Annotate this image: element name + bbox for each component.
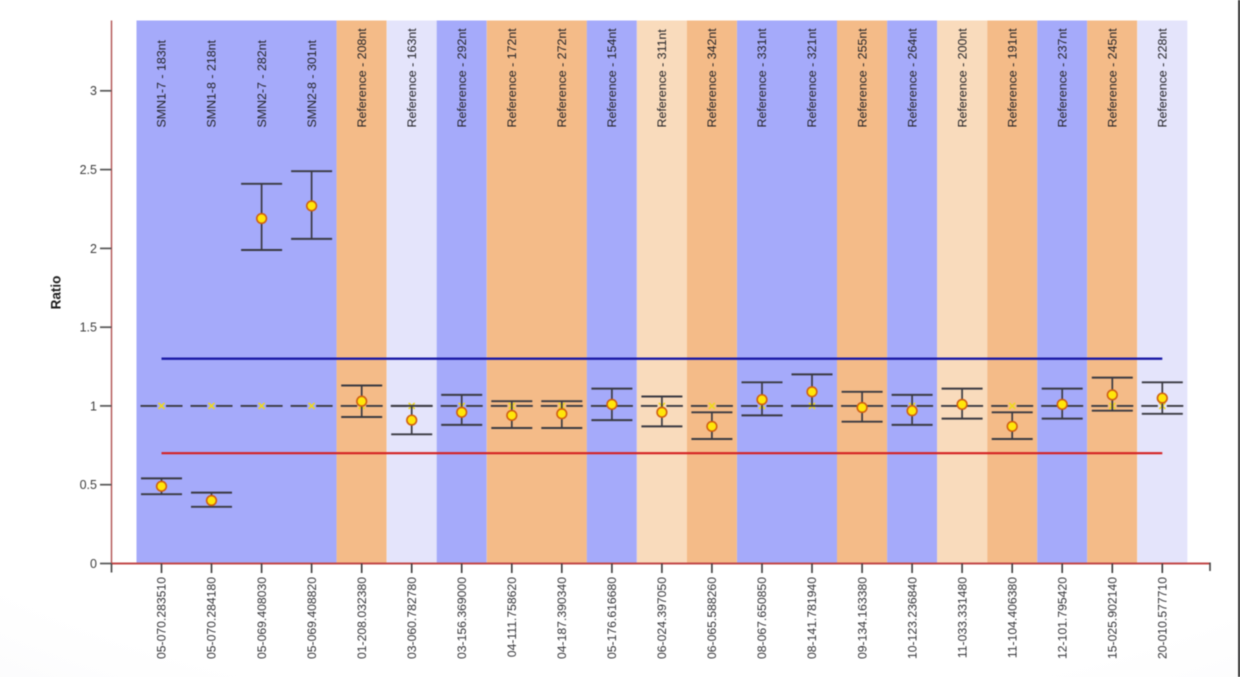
svg-text:1.5: 1.5	[80, 321, 97, 335]
svg-text:Ratio: Ratio	[49, 276, 64, 310]
svg-text:SMN1-8 - 218nt: SMN1-8 - 218nt	[205, 39, 219, 127]
svg-text:05-176.616680: 05-176.616680	[605, 577, 619, 659]
svg-text:05-070.284180: 05-070.284180	[205, 577, 219, 659]
svg-text:15-025.902140: 15-025.902140	[1106, 577, 1120, 659]
svg-text:0: 0	[90, 557, 97, 571]
svg-text:08-067.650850: 08-067.650850	[755, 577, 769, 659]
svg-text:03-156.369000: 03-156.369000	[455, 577, 469, 659]
svg-text:04-187.390340: 04-187.390340	[555, 577, 569, 659]
svg-text:2.5: 2.5	[80, 163, 97, 177]
svg-text:09-134.163380: 09-134.163380	[855, 577, 869, 659]
svg-text:01-208.032380: 01-208.032380	[355, 577, 369, 659]
svg-text:12-101.795420: 12-101.795420	[1055, 577, 1069, 659]
svg-text:03-060.782780: 03-060.782780	[405, 577, 419, 659]
svg-text:05-069.408030: 05-069.408030	[255, 577, 269, 659]
svg-text:SMN2-7 - 282nt: SMN2-7 - 282nt	[255, 39, 269, 127]
svg-text:Reference - 154nt: Reference - 154nt	[605, 28, 619, 128]
svg-text:Reference - 228nt: Reference - 228nt	[1156, 28, 1170, 128]
svg-text:06-024.397050: 06-024.397050	[655, 577, 669, 659]
svg-text:SMN2-8 - 301nt: SMN2-8 - 301nt	[305, 39, 319, 127]
svg-text:Reference - 321nt: Reference - 321nt	[805, 28, 819, 128]
svg-text:Reference - 245nt: Reference - 245nt	[1106, 28, 1120, 128]
svg-text:Reference - 272nt: Reference - 272nt	[555, 28, 569, 128]
svg-text:Reference - 264nt: Reference - 264nt	[905, 28, 919, 128]
svg-text:04-111.758620: 04-111.758620	[505, 577, 519, 657]
svg-text:2: 2	[90, 242, 97, 256]
svg-text:10-123.236840: 10-123.236840	[905, 577, 919, 659]
svg-text:Reference - 208nt: Reference - 208nt	[355, 28, 369, 128]
svg-text:Reference - 292nt: Reference - 292nt	[455, 28, 469, 128]
svg-text:SMN1-7 - 183nt: SMN1-7 - 183nt	[155, 39, 169, 127]
svg-text:05-070.283510: 05-070.283510	[155, 577, 169, 659]
svg-text:Reference - 311nt: Reference - 311nt	[655, 29, 669, 128]
svg-text:20-010.577710: 20-010.577710	[1156, 577, 1170, 659]
svg-text:05-069.408820: 05-069.408820	[305, 577, 319, 659]
svg-text:Reference - 342nt: Reference - 342nt	[705, 28, 719, 128]
svg-text:Reference - 191nt: Reference - 191nt	[1005, 28, 1019, 128]
svg-text:3: 3	[90, 84, 97, 98]
svg-text:Reference - 237nt: Reference - 237nt	[1055, 28, 1069, 128]
svg-text:Reference - 331nt: Reference - 331nt	[755, 28, 769, 128]
svg-text:Reference - 163nt: Reference - 163nt	[405, 28, 419, 128]
svg-text:Reference - 255nt: Reference - 255nt	[855, 28, 869, 128]
svg-text:11-104.406380: 11-104.406380	[1005, 577, 1019, 658]
svg-text:11-033.331480: 11-033.331480	[955, 577, 969, 658]
svg-text:08-141.781940: 08-141.781940	[805, 577, 819, 659]
svg-text:Reference - 200nt: Reference - 200nt	[955, 28, 969, 128]
svg-text:Reference - 172nt: Reference - 172nt	[505, 28, 519, 128]
svg-text:0.5: 0.5	[80, 478, 97, 492]
svg-text:06-065.588260: 06-065.588260	[705, 577, 719, 659]
svg-text:1: 1	[90, 399, 97, 413]
